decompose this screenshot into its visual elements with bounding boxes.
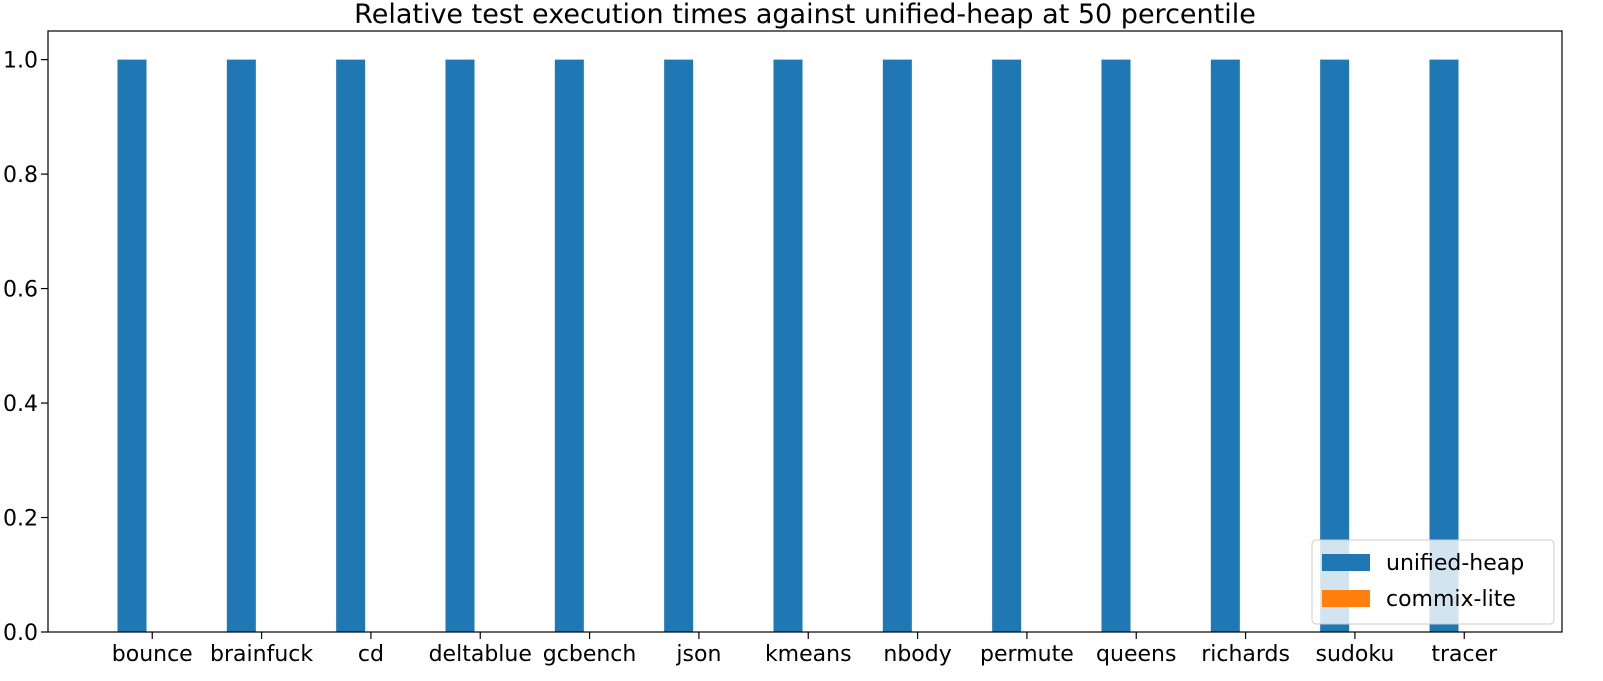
bar-unified-heap-brainfuck bbox=[226, 59, 256, 633]
y-axis: 0.0 0.2 0.4 0.6 0.8 1.0 bbox=[3, 49, 48, 646]
x-axis: bounce brainfuck cd deltablue gcbench json kme… bbox=[112, 632, 1498, 667]
bar-unified-heap-kmeans bbox=[773, 59, 803, 633]
legend-label-unified-heap: unified-heap bbox=[1386, 551, 1524, 576]
y-tick-label: 0.2 bbox=[3, 507, 38, 532]
x-tick-label: deltablue bbox=[429, 642, 532, 667]
y-tick-label: 0.8 bbox=[3, 163, 38, 188]
chart-title: Relative test execution times against un… bbox=[354, 0, 1256, 30]
bar-unified-heap-queens bbox=[1101, 59, 1131, 633]
x-tick-label: json bbox=[675, 642, 721, 667]
legend-swatch-unified-heap bbox=[1322, 554, 1370, 571]
x-tick-label: nbody bbox=[883, 642, 951, 667]
y-tick-label: 0.6 bbox=[3, 278, 38, 303]
x-tick-label: kmeans bbox=[765, 642, 852, 667]
legend-swatch-commix-lite bbox=[1322, 590, 1370, 607]
x-tick-label: bounce bbox=[112, 642, 193, 667]
bar-unified-heap-nbody bbox=[882, 59, 912, 633]
y-tick-label: 1.0 bbox=[3, 49, 38, 74]
x-tick-label: richards bbox=[1201, 642, 1290, 667]
x-tick-label: queens bbox=[1096, 642, 1176, 667]
x-tick-label: permute bbox=[980, 642, 1074, 667]
bar-unified-heap-permute bbox=[992, 59, 1022, 633]
bar-unified-heap-cd bbox=[336, 59, 366, 633]
bar-unified-heap-deltablue bbox=[445, 59, 475, 633]
x-tick-label: sudoku bbox=[1315, 642, 1394, 667]
legend-label-commix-lite: commix-lite bbox=[1386, 587, 1516, 612]
x-tick-label: brainfuck bbox=[210, 642, 313, 667]
legend-box bbox=[1311, 539, 1555, 625]
bar-unified-heap-json bbox=[664, 59, 694, 633]
bar-unified-heap-richards bbox=[1210, 59, 1240, 633]
y-tick-label: 0.0 bbox=[3, 621, 38, 646]
x-tick-label: tracer bbox=[1431, 642, 1498, 667]
bar-unified-heap-gcbench bbox=[554, 59, 584, 633]
bars-group bbox=[117, 59, 1459, 633]
x-tick-label: cd bbox=[358, 642, 384, 667]
legend: unified-heap commix-lite bbox=[1311, 539, 1555, 625]
x-tick-label: gcbench bbox=[543, 642, 637, 667]
bar-unified-heap-sudoku bbox=[1320, 59, 1350, 633]
y-tick-label: 0.4 bbox=[3, 392, 38, 417]
plot-frame bbox=[47, 30, 1563, 633]
bar-unified-heap-bounce bbox=[117, 59, 147, 633]
bar-unified-heap-tracer bbox=[1429, 59, 1459, 633]
